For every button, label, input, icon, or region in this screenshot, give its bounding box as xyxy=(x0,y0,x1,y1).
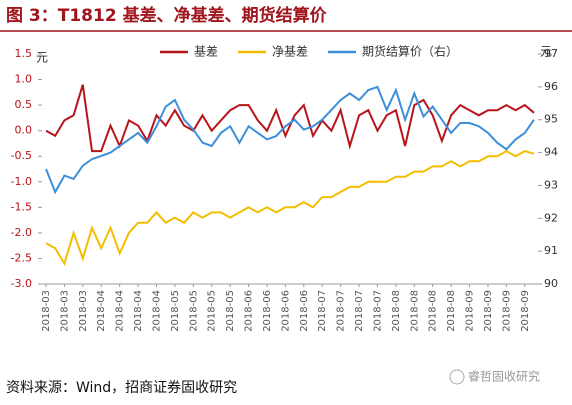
x-tick-label: 2018-09 xyxy=(520,290,531,332)
x-tick-label: 2018-06 xyxy=(262,290,273,332)
x-tick-label: 2018-04 xyxy=(151,290,162,332)
legend-label: 期货结算价（右） xyxy=(362,44,458,59)
y2-tick-label: 96 xyxy=(544,80,558,93)
source-note: 资料来源：Wind，招商证券固收研究 xyxy=(6,380,237,396)
x-tick-label: 2018-07 xyxy=(317,290,328,332)
y-tick-label: -0.5 xyxy=(11,149,32,162)
x-tick-label: 2018-09 xyxy=(465,290,476,332)
legend-label: 净基差 xyxy=(272,45,308,59)
series-line xyxy=(45,149,535,267)
y2-tick-label: 97 xyxy=(544,47,558,60)
y-tick-label: 0.0 xyxy=(15,124,33,137)
x-tick-label: 2018-08 xyxy=(446,290,457,332)
x-tick-label: 2018-08 xyxy=(409,290,420,332)
series-line xyxy=(45,84,535,153)
y2-tick-label: 91 xyxy=(544,244,558,257)
x-tick-label: 2018-04 xyxy=(133,290,144,332)
watermark-icon xyxy=(449,369,465,385)
series-line xyxy=(45,85,535,195)
y-tick-label: -1.0 xyxy=(11,175,32,188)
x-tick-label: 2018-08 xyxy=(391,290,402,332)
y2-tick-label: 92 xyxy=(544,211,558,224)
y-tick-label: 1.5 xyxy=(15,47,33,60)
y-tick-label: -2.5 xyxy=(11,251,32,264)
x-tick-label: 2018-05 xyxy=(170,290,181,332)
x-tick-label: 2018-07 xyxy=(372,290,383,332)
y2-tick-label: 90 xyxy=(544,277,558,290)
x-tick-label: 2018-03 xyxy=(41,290,52,332)
x-tick-label: 2018-08 xyxy=(428,290,439,332)
x-tick-label: 2018-07 xyxy=(354,290,365,332)
chart-title: 图 3：T1812 基差、净基差、期货结算价 xyxy=(6,5,328,26)
x-tick-label: 2018-04 xyxy=(115,290,126,332)
legend-label: 基差 xyxy=(194,45,218,59)
y-tick-label: 1.0 xyxy=(15,73,33,86)
y2-tick-label: 93 xyxy=(544,178,558,191)
y-tick-label: -1.5 xyxy=(11,200,32,213)
y2-tick-label: 95 xyxy=(544,113,558,126)
y-tick-label: -2.0 xyxy=(11,226,32,239)
x-tick-label: 2018-07 xyxy=(336,290,347,332)
y-tick-label: 0.5 xyxy=(15,98,33,111)
x-tick-label: 2018-06 xyxy=(299,290,310,332)
x-tick-label: 2018-03 xyxy=(78,290,89,332)
x-tick-label: 2018-09 xyxy=(483,290,494,332)
x-tick-label: 2018-06 xyxy=(280,290,291,332)
y2-tick-label: 94 xyxy=(544,146,558,159)
x-tick-label: 2018-09 xyxy=(501,290,512,332)
y2-axis-label: 元 xyxy=(540,45,552,59)
x-tick-label: 2018-05 xyxy=(225,290,236,332)
watermark: 睿哲固收研究 xyxy=(468,369,540,384)
y-tick-label: -3.0 xyxy=(11,277,32,290)
x-tick-label: 2018-03 xyxy=(59,290,70,332)
y-axis-label: 元 xyxy=(36,51,48,65)
x-tick-label: 2018-05 xyxy=(188,290,199,332)
x-tick-label: 2018-06 xyxy=(244,290,255,332)
x-tick-label: 2018-04 xyxy=(96,290,107,332)
x-tick-label: 2018-05 xyxy=(207,290,218,332)
